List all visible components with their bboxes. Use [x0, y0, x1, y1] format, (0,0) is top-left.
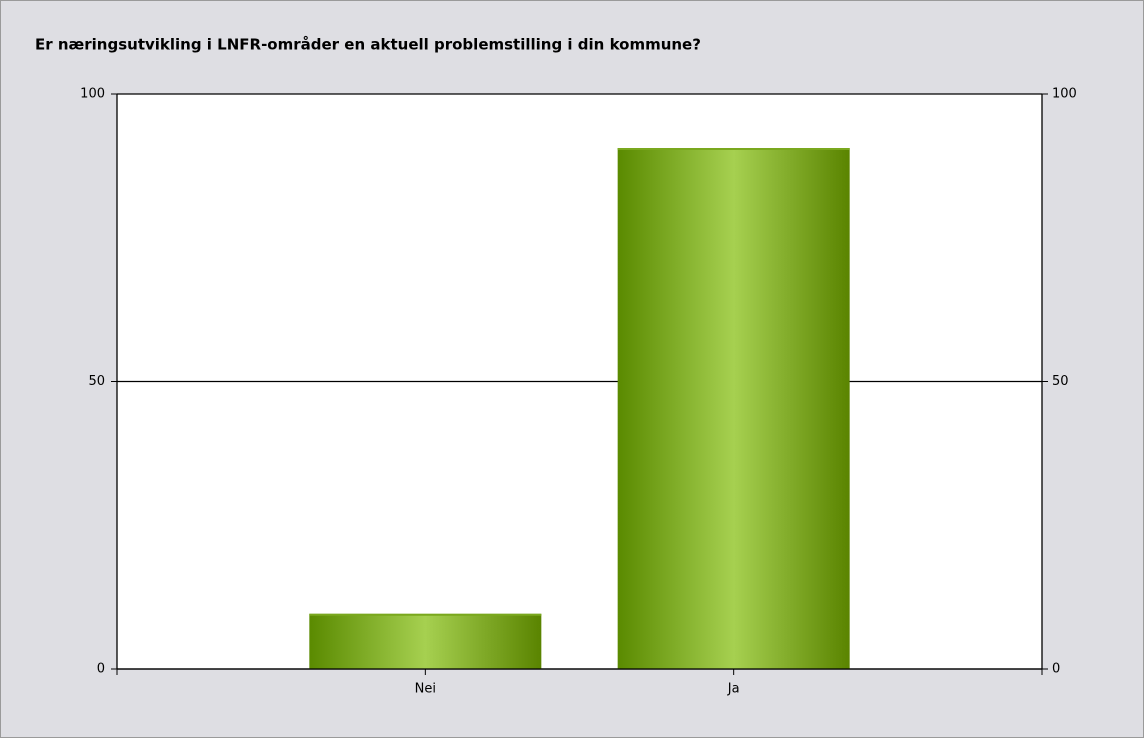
- bar: [617, 148, 850, 670]
- y2-tick-label: 100: [1052, 87, 1077, 102]
- bar: [309, 613, 542, 669]
- chart-title: Er næringsutvikling i LNFR-områder en ak…: [35, 36, 701, 54]
- y-tick-label: 50: [88, 374, 105, 389]
- y2-tick-label: 0: [1052, 662, 1060, 677]
- y2-tick-label: 50: [1052, 374, 1069, 389]
- y-tick-label: 100: [80, 87, 105, 102]
- y-tick-label: 0: [97, 662, 105, 677]
- x-tick-label: Nei: [415, 682, 436, 697]
- x-tick-label: Ja: [727, 682, 740, 697]
